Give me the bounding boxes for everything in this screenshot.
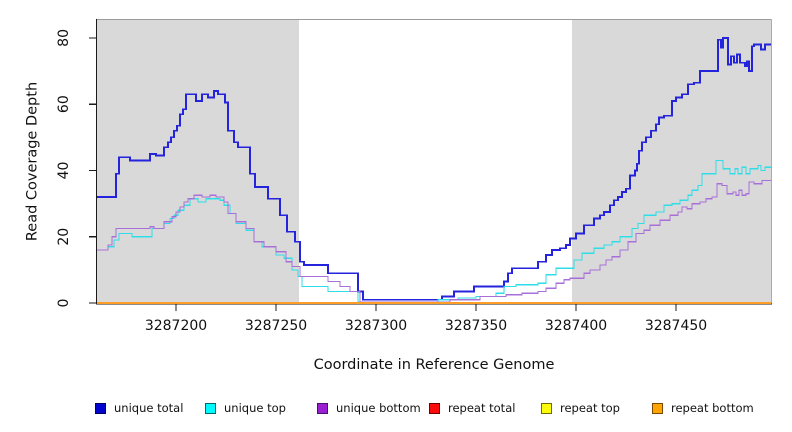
x-axis-title: Coordinate in Reference Genome — [313, 357, 555, 373]
legend-label-repeat-total: repeat total — [448, 401, 516, 415]
y-tick-label: 80 — [56, 29, 72, 47]
legend-swatch-repeat-total — [429, 403, 440, 414]
y-tick-label: 60 — [56, 95, 72, 113]
legend-swatch-unique-total — [95, 403, 106, 414]
x-tick-label: 3287400 — [545, 318, 607, 334]
x-tick-label: 3287450 — [645, 318, 707, 334]
series-line-unique-top — [97, 159, 771, 303]
legend-swatch-unique-bottom — [317, 403, 328, 414]
legend-swatch-unique-top — [205, 403, 216, 414]
legend-label-repeat-bottom: repeat bottom — [671, 401, 754, 415]
legend-swatch-repeat-top — [541, 403, 552, 414]
legend-label-unique-top: unique top — [224, 401, 286, 415]
y-tick-label: 0 — [56, 299, 72, 308]
series-line-unique-bottom — [97, 179, 771, 303]
x-tick-label: 3287300 — [345, 318, 407, 334]
y-tick-label: 20 — [56, 228, 72, 246]
x-tick-label: 3287350 — [445, 318, 507, 334]
x-tick-label: 3287250 — [245, 318, 307, 334]
y-axis-title: Read Coverage Depth — [24, 81, 41, 242]
series-line-unique-total — [97, 37, 771, 301]
shaded-region — [572, 20, 771, 303]
x-tick-label: 3287200 — [145, 318, 207, 334]
legend-label-unique-total: unique total — [114, 401, 184, 415]
legend-swatch-repeat-bottom — [652, 403, 663, 414]
shaded-region — [97, 20, 299, 303]
legend-label-repeat-top: repeat top — [560, 401, 620, 415]
legend-label-unique-bottom: unique bottom — [336, 401, 421, 415]
y-tick-label: 40 — [56, 162, 72, 180]
